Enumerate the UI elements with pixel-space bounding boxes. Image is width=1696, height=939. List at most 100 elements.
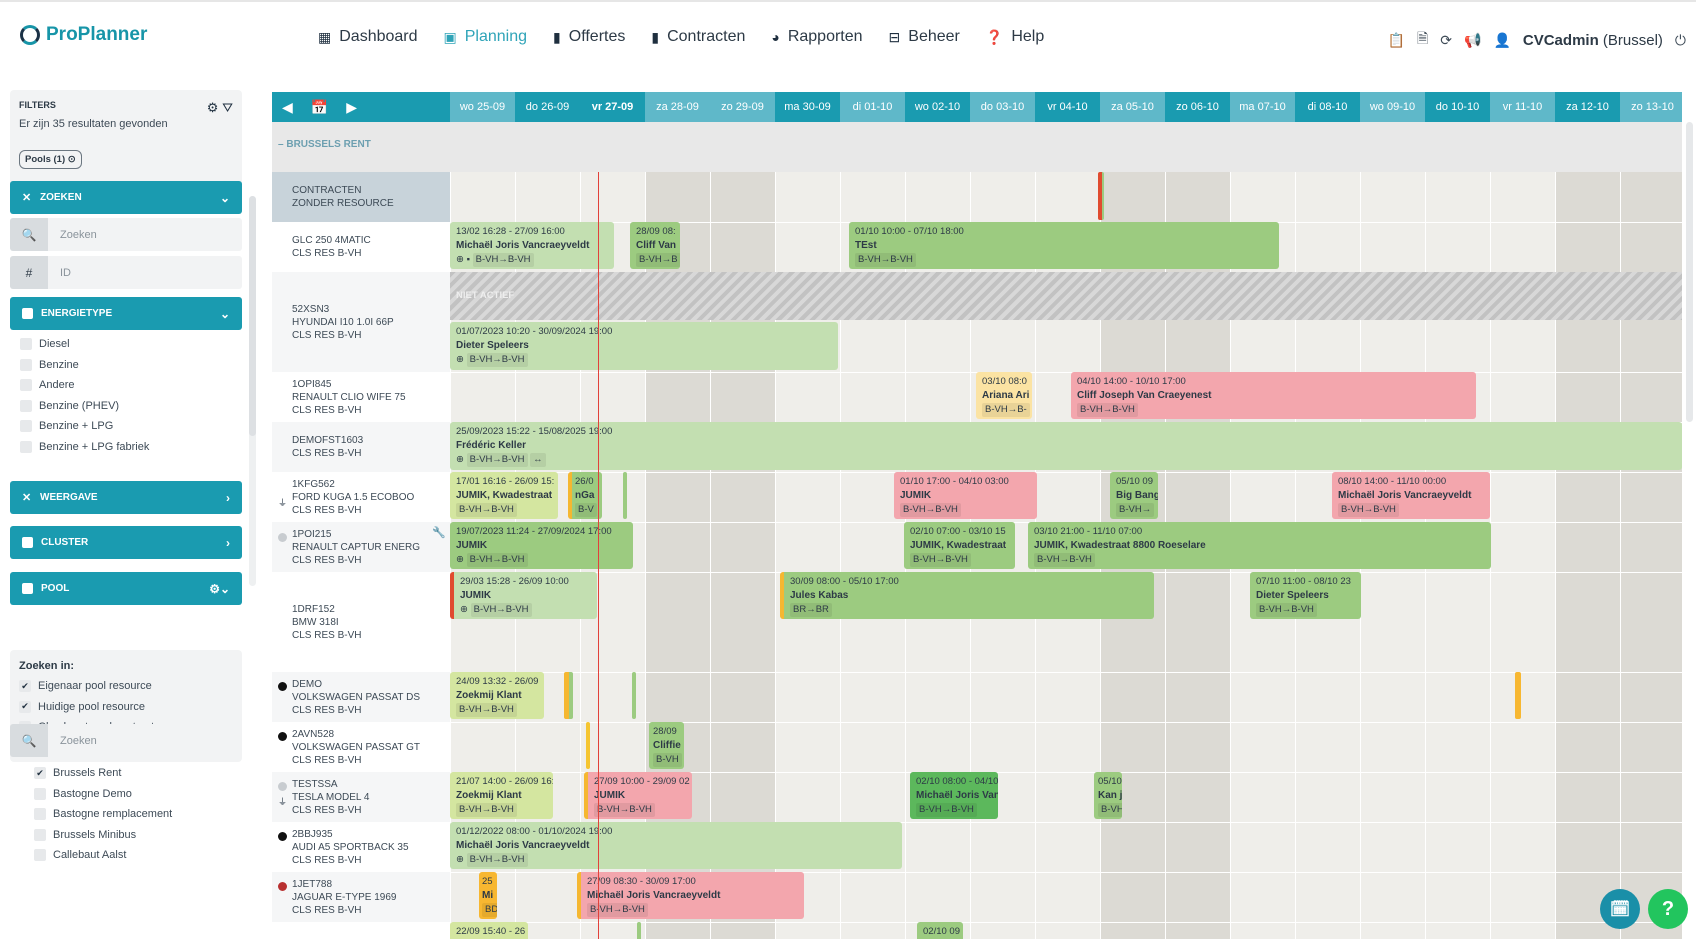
day-header[interactable]: za 12-10	[1566, 101, 1609, 113]
booking[interactable]: 03/10 08:0 Ariana Ari B-VH→B-	[976, 372, 1032, 419]
energietype-accordion[interactable]: ENERGIETYPE ⌄	[10, 297, 242, 330]
booking[interactable]: 28/09 Cliffie B-VH	[649, 722, 684, 769]
resource-row[interactable]: 1DRF152 BMW 318I CLS RES B-VH	[272, 572, 450, 672]
booking[interactable]: 13/02 16:28 - 27/09 16:00 Michaël Joris V…	[450, 222, 614, 269]
calendar-picker-icon[interactable]: 📅	[310, 99, 329, 115]
booking-marker[interactable]	[623, 472, 627, 519]
booking[interactable]: 19/07/2023 11:24 - 27/09/2024 17:00 JUMIK…	[450, 522, 633, 569]
booking-marker[interactable]	[632, 672, 636, 719]
zoeken-accordion[interactable]: ✕ ZOEKEN ⌄	[10, 181, 242, 214]
booking[interactable]: 22/09 15:40 - 26	[450, 922, 528, 939]
close-icon[interactable]: ✕	[22, 492, 32, 504]
nav-contracten[interactable]: ▮ Contracten	[651, 28, 746, 45]
booking[interactable]: 08/10 14:00 - 11/10 00:00 Michaël Joris V…	[1332, 472, 1490, 519]
booking[interactable]: 24/09 13:32 - 26/09 Zoekmij Klant B-VH→B-V…	[450, 672, 544, 719]
booking-marker[interactable]	[1098, 172, 1104, 220]
prev-icon[interactable]: ◀	[282, 99, 293, 115]
day-header[interactable]: vr 04-10	[1047, 101, 1088, 113]
checkbox-icon[interactable]	[22, 308, 33, 319]
day-header[interactable]: do 26-09	[525, 101, 570, 113]
id-input[interactable]: # ID	[10, 256, 242, 289]
resource-row[interactable]: TESTSSA TESLA MODEL 4 CLS RES B-VH	[272, 772, 450, 822]
energietype-option[interactable]: Andere	[20, 375, 149, 396]
resource-row[interactable]: 1JET788 JAGUAR E-TYPE 1969 CLS RES B-VH	[272, 872, 450, 922]
booking[interactable]: 29/03 15:28 - 26/09 10:00 JUMIK ⊕ B-VH→B-V…	[450, 572, 597, 619]
sidebar-scrollbar-thumb[interactable]	[249, 196, 256, 436]
booking[interactable]: 17/01 16:16 - 26/09 15: JUMIK, Kwadestraa…	[450, 472, 558, 519]
pool-option[interactable]: Callebaut Aalst	[34, 845, 172, 866]
resource-row[interactable]	[272, 922, 450, 939]
day-header-today[interactable]: vr 27-09	[580, 92, 645, 122]
day-header[interactable]: di 08-10	[1307, 101, 1348, 113]
day-header[interactable]: do 03-10	[970, 92, 1035, 122]
next-icon[interactable]: ▶	[346, 99, 357, 115]
search-input[interactable]: 🔍 Zoeken	[10, 218, 242, 251]
nav-offertes[interactable]: ▮ Offertes	[553, 28, 626, 45]
nav-help[interactable]: ❓ Help	[985, 28, 1045, 45]
zoeken-in-option[interactable]: ✔ Eigenaar pool resource	[19, 676, 233, 697]
booking[interactable]: 21/07 14:00 - 26/09 16: Zoekmij Klant B-VH…	[450, 772, 553, 819]
resource-row[interactable]: 1KFG562 FORD KUGA 1.5 ECOBOO CLS RES B-VH	[272, 472, 450, 522]
day-header[interactable]: wo 02-10	[914, 101, 961, 113]
booking[interactable]: 30/09 08:00 - 05/10 17:00 Jules Kabas BR→B…	[780, 572, 1154, 619]
resource-row[interactable]: 2AVN528 VOLKSWAGEN PASSAT GT CLS RES B-VH	[272, 722, 450, 772]
pool-option[interactable]: Bastogne Demo	[34, 784, 172, 805]
energietype-option[interactable]: Benzine + LPG fabriek	[20, 437, 149, 458]
resource-row[interactable]: DEMO VOLKSWAGEN PASSAT DS CLS RES B-VH	[272, 672, 450, 722]
pool-option[interactable]: Brussels Minibus	[34, 825, 172, 846]
energietype-option[interactable]: Benzine (PHEV)	[20, 396, 149, 417]
booking[interactable]: 07/10 11:00 - 08/10 23 Dieter Speleers B-V…	[1250, 572, 1361, 619]
booking[interactable]: 01/10 10:00 - 07/10 18:00 TEst B-VH→B-VH	[849, 222, 1279, 269]
pool-search-input[interactable]: 🔍 Zoeken	[10, 724, 242, 757]
close-icon[interactable]: ✕	[22, 192, 32, 204]
gear-icon[interactable]: ⚙	[206, 100, 219, 115]
resource-row[interactable]: 2BBJ935 AUDI A5 SPORTBACK 35 CLS RES B-VH	[272, 822, 450, 872]
booking-marker[interactable]	[637, 922, 641, 939]
day-header[interactable]: wo 25-09	[450, 92, 515, 122]
day-header[interactable]: zo 13-10	[1620, 92, 1682, 122]
nav-planning[interactable]: ▣ Planning	[443, 28, 528, 45]
energietype-option[interactable]: Benzine + LPG	[20, 416, 149, 437]
day-header[interactable]: ma 07-10	[1230, 92, 1295, 122]
weergave-accordion[interactable]: ✕ WEERGAVE ›	[10, 481, 242, 514]
app-logo[interactable]: ProPlanner	[20, 24, 147, 46]
cluster-accordion[interactable]: CLUSTER ›	[10, 526, 242, 559]
gear-chevron-icon[interactable]: ⚙⌄	[209, 581, 230, 596]
booking[interactable]: 02/10 07:00 - 03/10 15 JUMIK, Kwadestraat…	[904, 522, 1015, 569]
booking-marker[interactable]	[1515, 672, 1521, 719]
resource-row[interactable]: 1POI215 RENAULT CAPTUR ENERG CLS RES B-VH	[272, 522, 450, 572]
day-header[interactable]: za 28-09	[645, 92, 710, 122]
checkbox-icon[interactable]	[22, 537, 33, 548]
nav-rapporten[interactable]: ◕ Rapporten	[771, 28, 863, 45]
booking[interactable]: 27/09 08:30 - 30/09 17:00 Michaël Joris V…	[577, 872, 804, 919]
megaphone-icon[interactable]: 📢	[1464, 31, 1482, 48]
booking-marker[interactable]	[564, 672, 573, 719]
file-settings-icon[interactable]: 🗎	[1417, 30, 1429, 46]
user-menu[interactable]: CVCadmin (Brussel)	[1522, 31, 1663, 49]
booking[interactable]: 04/10 14:00 - 10/10 17:00 Cliff Joseph Va…	[1071, 372, 1476, 419]
nav-beheer[interactable]: ⊟ Beheer	[888, 28, 960, 45]
energietype-option[interactable]: Benzine	[20, 355, 149, 376]
booking-marker[interactable]	[586, 722, 590, 769]
power-icon[interactable]: ⏻	[1674, 31, 1686, 48]
checkbox-partial-icon[interactable]	[22, 583, 33, 594]
day-header[interactable]: vr 11-10	[1490, 92, 1555, 122]
booking[interactable]: 27/09 10:00 - 29/09 02 JUMIK B-VH→B-VH	[584, 772, 692, 819]
board-scrollbar[interactable]	[1686, 122, 1693, 422]
energietype-option[interactable]: Diesel	[20, 334, 149, 355]
pool-option[interactable]: Bastogne remplacement	[34, 804, 172, 825]
booking[interactable]: 25 Mi BD	[479, 872, 497, 919]
filter-clear-icon[interactable]: ⛛	[222, 100, 233, 115]
booking[interactable]: 25/09/2023 15:22 - 15/08/2025 19:00 Frédé…	[450, 422, 1682, 470]
pool-option[interactable]: ✔ Brussels Rent	[34, 763, 172, 784]
group-header[interactable]: – BRUSSELS RENT	[272, 122, 1682, 172]
day-header[interactable]: ma 30-09	[784, 101, 831, 113]
booking[interactable]: 26/0 nGa B-V	[568, 472, 602, 519]
calendar-info-button[interactable]: 🗓	[1600, 889, 1640, 929]
help-button[interactable]: ?	[1648, 889, 1688, 929]
resource-row[interactable]: GLC 250 4MATIC CLS RES B-VH	[272, 222, 450, 272]
zoeken-in-option[interactable]: ✔ Huidige pool resource	[19, 697, 233, 718]
nav-dashboard[interactable]: ▦ Dashboard	[318, 28, 418, 45]
